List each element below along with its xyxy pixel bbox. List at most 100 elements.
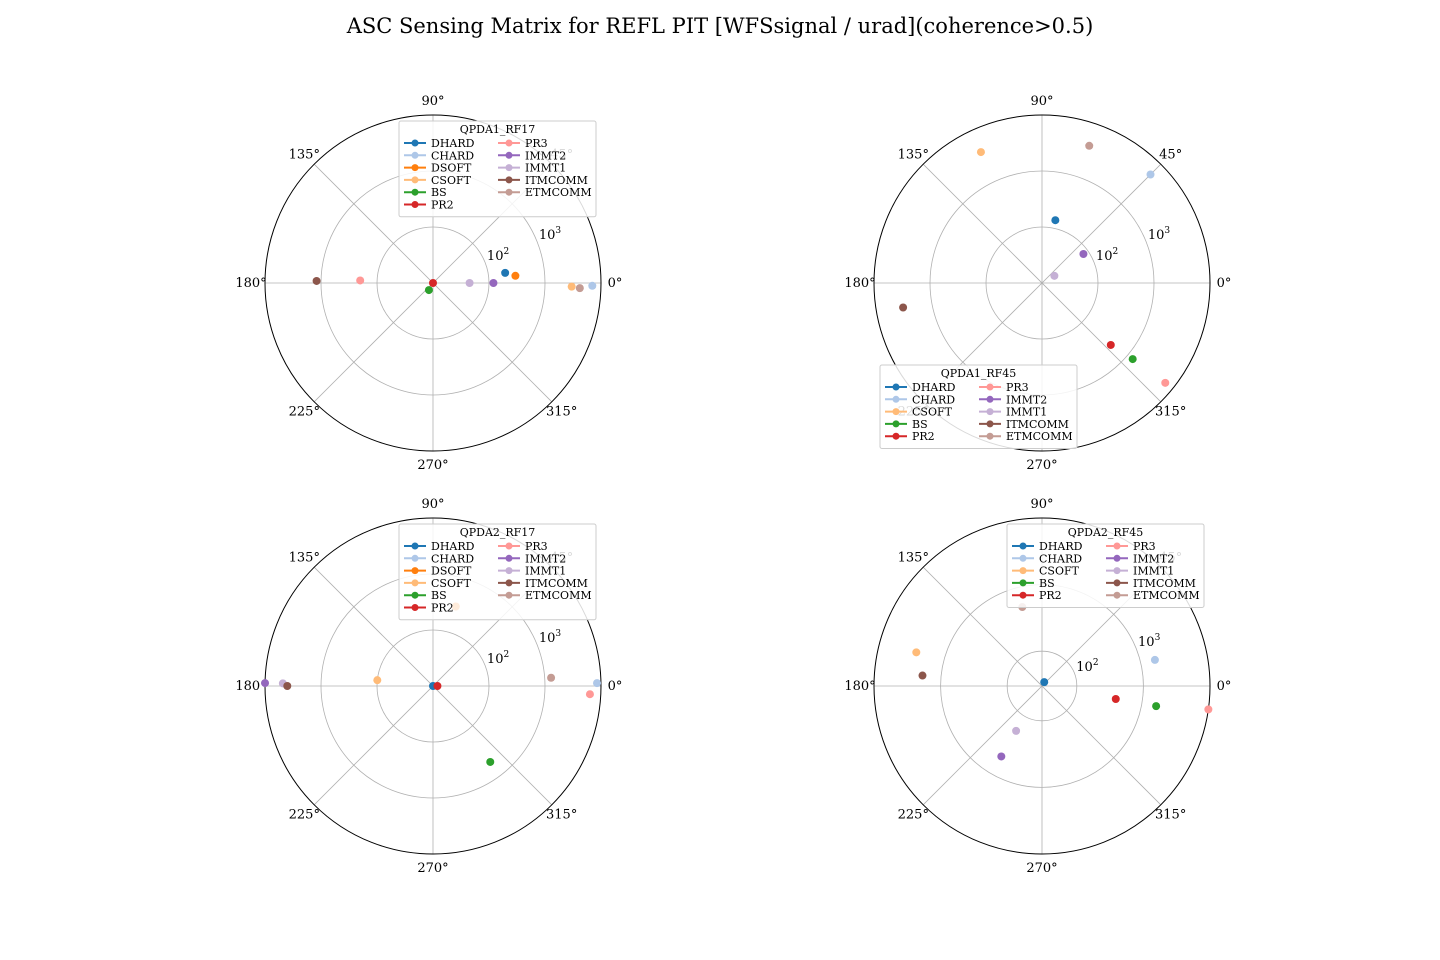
data-point-chard <box>1146 170 1155 179</box>
legend-label: DHARD <box>431 540 475 553</box>
angle-tick-label: 0° <box>608 679 623 694</box>
figure-title: ASC Sensing Matrix for REFL PIT [WFSsign… <box>346 14 1094 38</box>
legend-label: DHARD <box>1039 540 1083 553</box>
legend-label: ETMCOMM <box>525 186 592 199</box>
data-point-itmcomm <box>283 682 292 690</box>
radial-gridline <box>985 226 1099 340</box>
legend-marker <box>505 151 513 159</box>
legend-marker <box>505 554 513 562</box>
legend-label: ETMCOMM <box>1006 430 1073 443</box>
legend-marker <box>1019 567 1027 575</box>
legend-box <box>879 364 1078 449</box>
data-point-immt2 <box>997 752 1006 761</box>
legend-marker <box>411 176 419 184</box>
data-point-dhard <box>1051 216 1060 225</box>
legend-label: BS <box>431 186 447 199</box>
legend-label: IMMT2 <box>1006 393 1047 406</box>
data-point-chard <box>593 679 602 688</box>
legend-marker <box>505 164 513 172</box>
angle-tick-label: 135° <box>898 147 929 162</box>
data-point-pr2 <box>429 279 437 287</box>
legend-label: CHARD <box>1039 552 1082 565</box>
legend-marker <box>1113 567 1121 575</box>
data-point-bs <box>1128 355 1137 364</box>
legend-box <box>398 120 597 218</box>
data-point-immt2 <box>1079 249 1088 258</box>
angle-tick-label: 45° <box>1159 147 1182 162</box>
legend-marker <box>411 542 419 550</box>
legend-marker <box>892 432 900 440</box>
legend-label: IMMT2 <box>525 552 566 565</box>
data-point-pr3 <box>1161 378 1170 387</box>
legend-label: CSOFT <box>431 174 472 187</box>
data-point-itmcomm <box>899 303 908 312</box>
legend-marker <box>505 579 513 587</box>
radial-tick-label: 103 <box>1138 633 1161 650</box>
radial-gridline <box>1006 650 1078 722</box>
angle-tick-label: 270° <box>1026 861 1057 876</box>
radial-tick-label: 103 <box>539 226 562 243</box>
radial-tick-label: 102 <box>487 247 509 264</box>
legend-title: QPDA2_RF17 <box>460 526 536 539</box>
legend-marker <box>411 151 419 159</box>
legend-marker <box>411 591 419 599</box>
legend-marker <box>411 567 419 575</box>
legend-label: IMMT2 <box>525 149 566 162</box>
legend-label: ITMCOMM <box>525 174 588 187</box>
angle-tick-label: 135° <box>898 550 929 565</box>
legend-label: PR3 <box>1133 540 1156 553</box>
data-point-etmcomm <box>547 673 556 682</box>
data-point-pr2 <box>1106 340 1115 349</box>
angle-tick-label: 270° <box>1026 458 1057 473</box>
data-point-pr3 <box>585 690 594 699</box>
angle-tick-label: 180° <box>235 276 266 291</box>
legend-marker <box>892 395 900 403</box>
legend-label: BS <box>1039 577 1055 590</box>
legend-title: QPDA1_RF45 <box>941 367 1017 380</box>
legend: QPDA2_RF17DHARDCHARDDSOFTCSOFTBSPR2PR3IM… <box>398 523 597 621</box>
legend-label: DSOFT <box>431 565 472 578</box>
angle-tick-label: 90° <box>421 94 444 109</box>
legend-title: QPDA2_RF45 <box>1068 526 1144 539</box>
legend-label: ETMCOMM <box>525 589 592 602</box>
data-point-pr2 <box>433 682 442 690</box>
legend-label: DHARD <box>431 137 475 150</box>
legend-marker <box>986 432 994 440</box>
data-point-csoft <box>976 148 985 157</box>
legend-marker <box>1019 579 1027 587</box>
legend-label: PR2 <box>1039 589 1062 602</box>
data-point-itmcomm <box>918 671 927 680</box>
radial-gridline <box>376 629 490 743</box>
angle-tick-label: 225° <box>289 405 320 420</box>
radial-gridline <box>376 226 490 340</box>
legend-marker <box>986 383 994 391</box>
legend-marker <box>411 604 419 611</box>
angle-tick-label: 0° <box>1217 679 1232 694</box>
data-point-immt1 <box>1050 271 1059 280</box>
legend-marker <box>505 567 513 575</box>
legend-label: PR2 <box>431 199 454 212</box>
angle-tick-label: 315° <box>546 405 577 420</box>
legend-marker <box>411 139 419 147</box>
data-point-csoft <box>373 676 382 685</box>
radial-tick-label: 103 <box>539 629 562 646</box>
legend-marker <box>505 188 513 196</box>
polar-subplot-1: 0°45°90°135°180°225°270°315°102103QPDA1_… <box>235 94 622 473</box>
legend-label: CHARD <box>431 552 474 565</box>
legend-label: PR3 <box>1006 381 1029 394</box>
angle-tick-label: 180° <box>844 276 875 291</box>
legend-marker <box>505 542 513 550</box>
polar-subplot-4: 0°45°90°135°180°225°270°315°102103QPDA2_… <box>844 497 1231 876</box>
legend-marker <box>411 164 419 172</box>
legend-marker <box>1113 579 1121 587</box>
legend-label: IMMT1 <box>525 565 566 578</box>
legend-marker <box>986 420 994 428</box>
legend-box <box>398 523 597 621</box>
data-point-immt1 <box>1012 726 1021 735</box>
data-point-pr2 <box>1111 695 1120 704</box>
legend-label: DSOFT <box>431 162 472 175</box>
legend-box <box>1006 523 1205 608</box>
legend-marker <box>986 395 994 403</box>
